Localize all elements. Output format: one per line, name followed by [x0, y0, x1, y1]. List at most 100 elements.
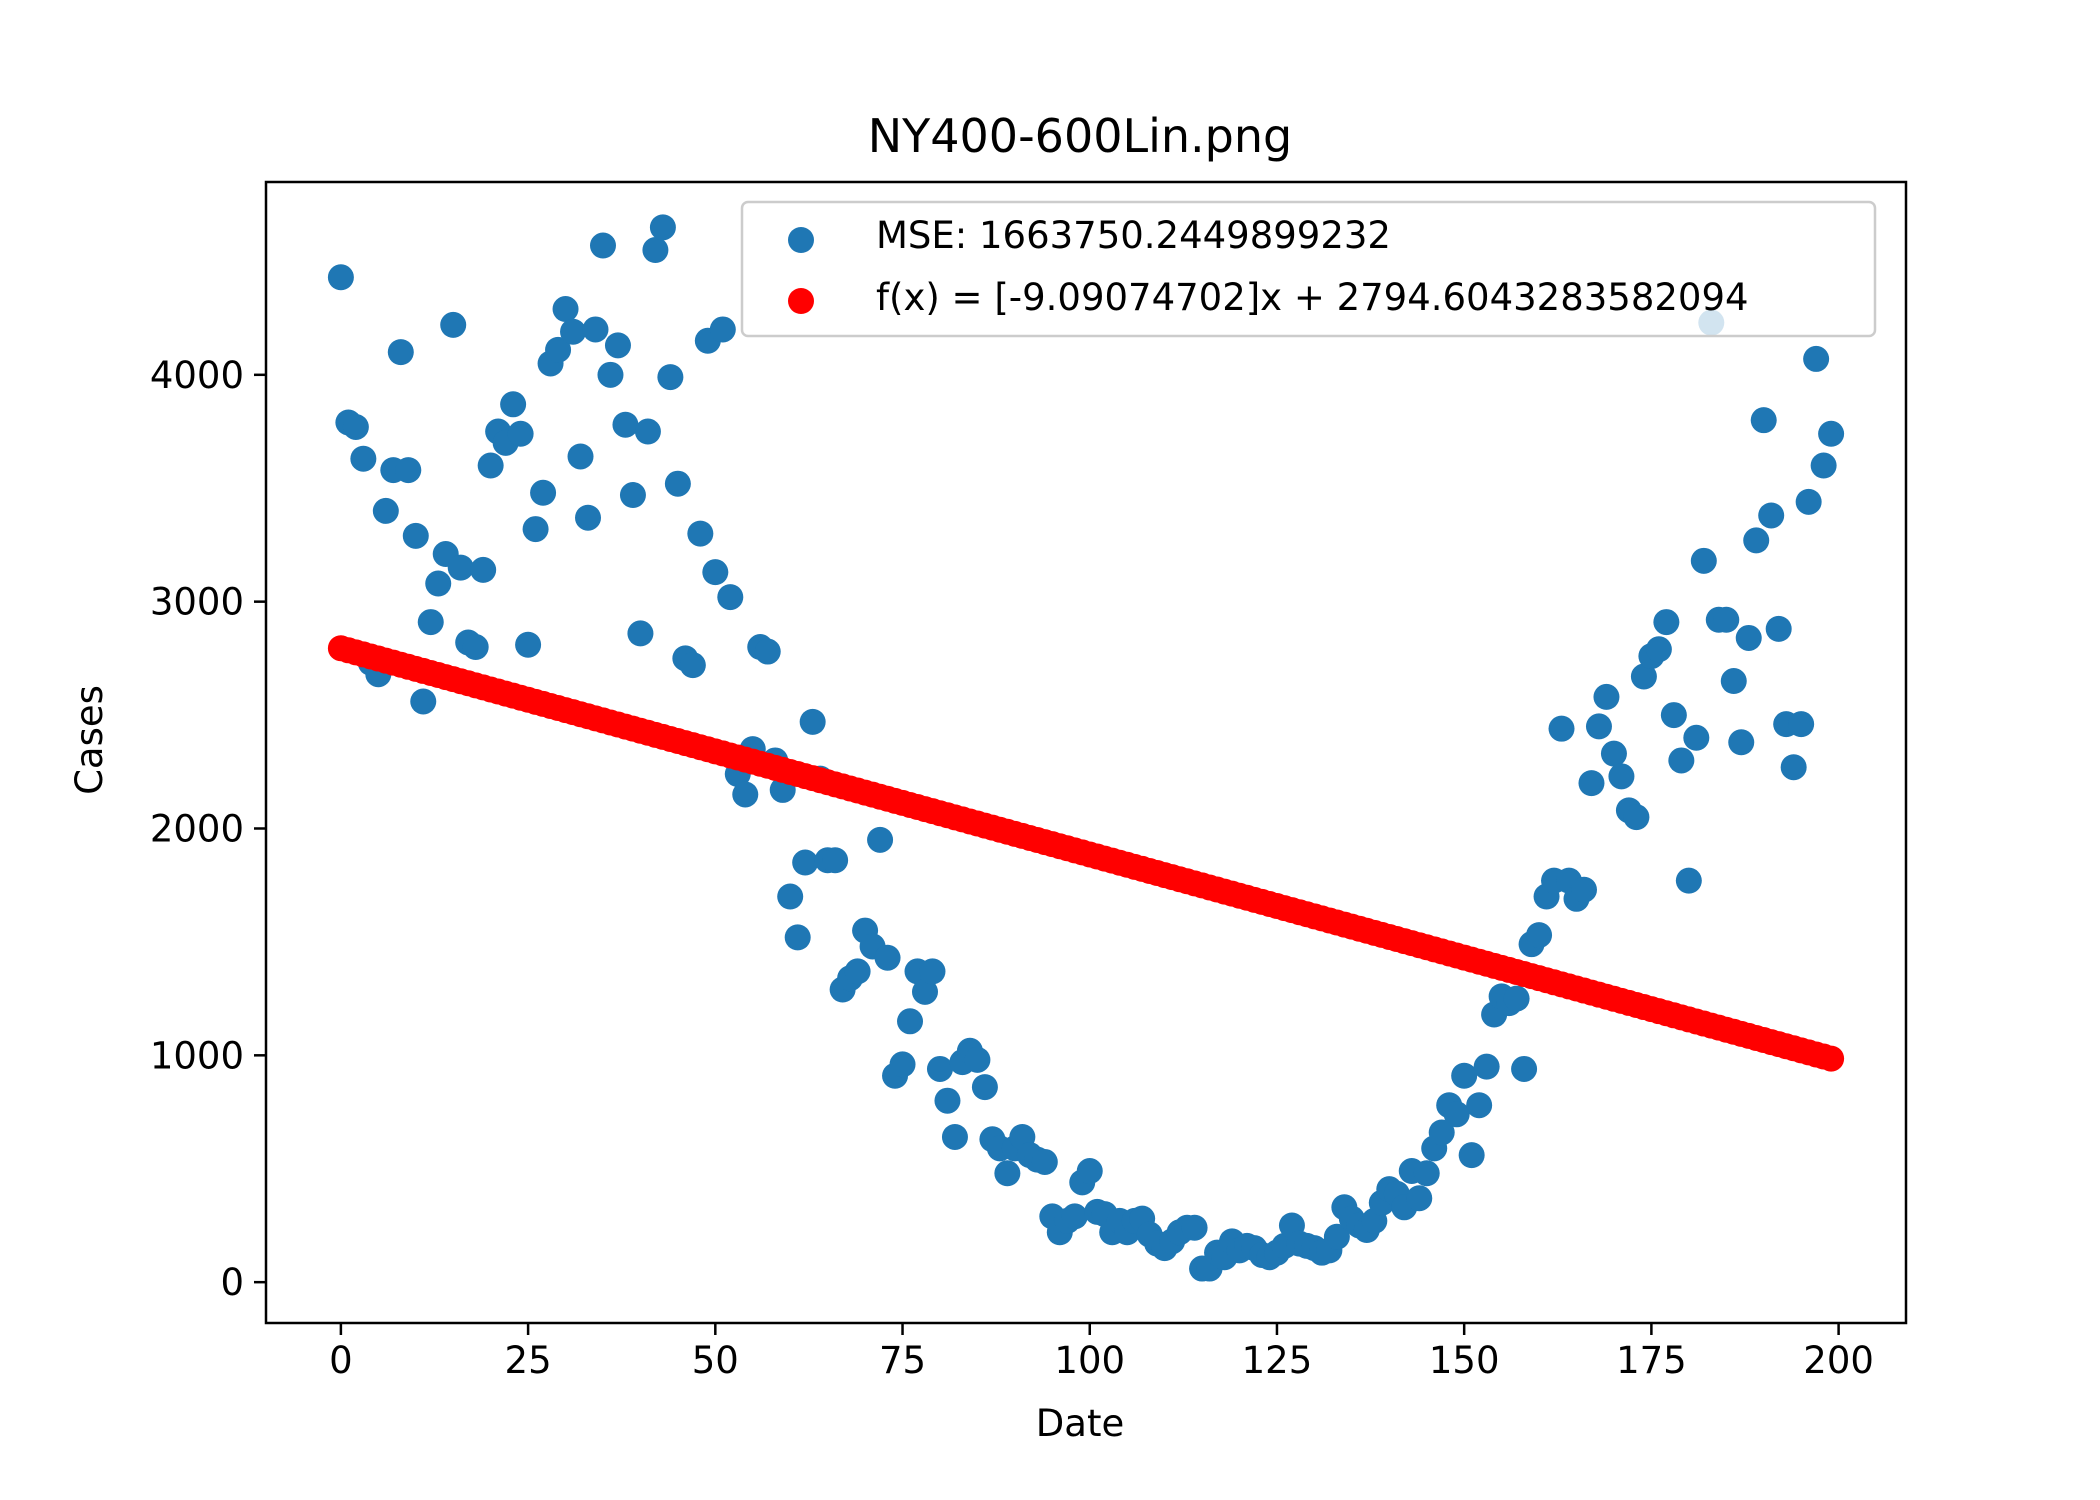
data-point — [552, 296, 579, 323]
plot-area — [327, 214, 1845, 1282]
chart-title: NY400-600Lin.png — [868, 109, 1292, 163]
data-point — [1645, 636, 1672, 663]
data-point — [994, 1160, 1021, 1187]
data-point — [1690, 547, 1717, 574]
data-point — [1578, 770, 1605, 797]
data-point — [1466, 1092, 1493, 1119]
legend-box — [740, 200, 1877, 338]
data-point — [1593, 683, 1620, 710]
data-point — [1608, 763, 1635, 790]
data-point — [664, 470, 691, 497]
data-point — [327, 264, 354, 291]
data-point — [1743, 527, 1770, 554]
data-point — [1630, 663, 1657, 690]
data-point — [1181, 1214, 1208, 1241]
data-point — [1511, 1055, 1538, 1082]
data-point — [604, 332, 631, 359]
x-tick-label: 0 — [329, 1339, 353, 1382]
data-point — [417, 609, 444, 636]
data-point — [1443, 1101, 1470, 1128]
y-tick-label: 4000 — [150, 354, 244, 397]
data-point — [1323, 1223, 1350, 1250]
data-point — [799, 708, 826, 735]
data-point — [582, 316, 609, 343]
data-point — [911, 978, 938, 1005]
data-point — [1660, 702, 1687, 729]
data-point — [649, 214, 676, 241]
legend-label-fit: f(x) = [-9.09074702]x + 2794.60432835820… — [876, 276, 1749, 319]
legend: MSE: 1663750.2449899232 f(x) = [-9.09074… — [740, 200, 1877, 338]
data-point — [679, 652, 706, 679]
data-point — [515, 631, 542, 658]
data-point — [575, 504, 602, 531]
data-point — [971, 1074, 998, 1101]
data-point — [1413, 1160, 1440, 1187]
data-point — [1503, 985, 1530, 1012]
y-tick-label: 2000 — [150, 807, 244, 850]
data-point — [1428, 1119, 1455, 1146]
x-axis-label: Date — [1036, 1402, 1124, 1445]
data-point — [395, 457, 422, 484]
x-tick-label: 200 — [1803, 1339, 1874, 1382]
data-point — [477, 452, 504, 479]
data-point — [1451, 1062, 1478, 1089]
data-point — [634, 418, 661, 445]
axes-frame — [264, 180, 1908, 1325]
data-point — [687, 520, 714, 547]
y-tick-label: 0 — [220, 1261, 244, 1304]
data-point — [1406, 1185, 1433, 1212]
data-point — [867, 826, 894, 853]
data-point — [1031, 1148, 1058, 1175]
data-point — [717, 584, 744, 611]
x-tick-label: 125 — [1242, 1339, 1313, 1382]
data-point — [1600, 740, 1627, 767]
data-point — [1653, 609, 1680, 636]
data-point — [941, 1123, 968, 1150]
data-point — [784, 924, 811, 951]
data-point — [1526, 922, 1553, 949]
data-point — [350, 445, 377, 472]
data-point — [926, 1055, 953, 1082]
y-tick-label: 3000 — [150, 581, 244, 624]
data-point — [1765, 615, 1792, 642]
data-point — [1803, 345, 1830, 372]
data-point — [657, 364, 684, 391]
data-point — [567, 443, 594, 470]
data-point — [702, 559, 729, 586]
legend-label-mse: MSE: 1663750.2449899232 — [876, 214, 1391, 257]
y-axis-label: Cases — [68, 685, 111, 795]
data-point — [507, 420, 534, 447]
data-point — [530, 479, 557, 506]
data-point — [1076, 1158, 1103, 1185]
x-tick-label: 25 — [505, 1339, 552, 1382]
data-point — [1818, 420, 1845, 447]
data-point — [1683, 724, 1710, 751]
data-point — [447, 554, 474, 581]
data-point — [822, 847, 849, 874]
legend-marker-fit — [788, 288, 814, 314]
data-point — [792, 849, 819, 876]
data-point — [500, 391, 527, 418]
fit-point — [1818, 1045, 1845, 1072]
data-point — [897, 1008, 924, 1035]
data-point — [589, 232, 616, 259]
x-tick-label: 100 — [1054, 1339, 1125, 1382]
data-point — [642, 237, 669, 264]
y-tick-label: 1000 — [150, 1034, 244, 1077]
data-point — [732, 781, 759, 808]
data-point — [1735, 624, 1762, 651]
data-point — [560, 318, 587, 345]
data-point — [372, 497, 399, 524]
data-point — [425, 570, 452, 597]
data-point — [470, 556, 497, 583]
data-point — [1570, 876, 1597, 903]
data-point — [1585, 713, 1612, 740]
data-point — [1623, 804, 1650, 831]
data-point — [1061, 1203, 1088, 1230]
data-point — [387, 339, 414, 366]
legend-marker-mse — [788, 227, 814, 253]
data-point — [545, 336, 572, 363]
data-point — [754, 638, 781, 665]
data-point — [964, 1046, 991, 1073]
